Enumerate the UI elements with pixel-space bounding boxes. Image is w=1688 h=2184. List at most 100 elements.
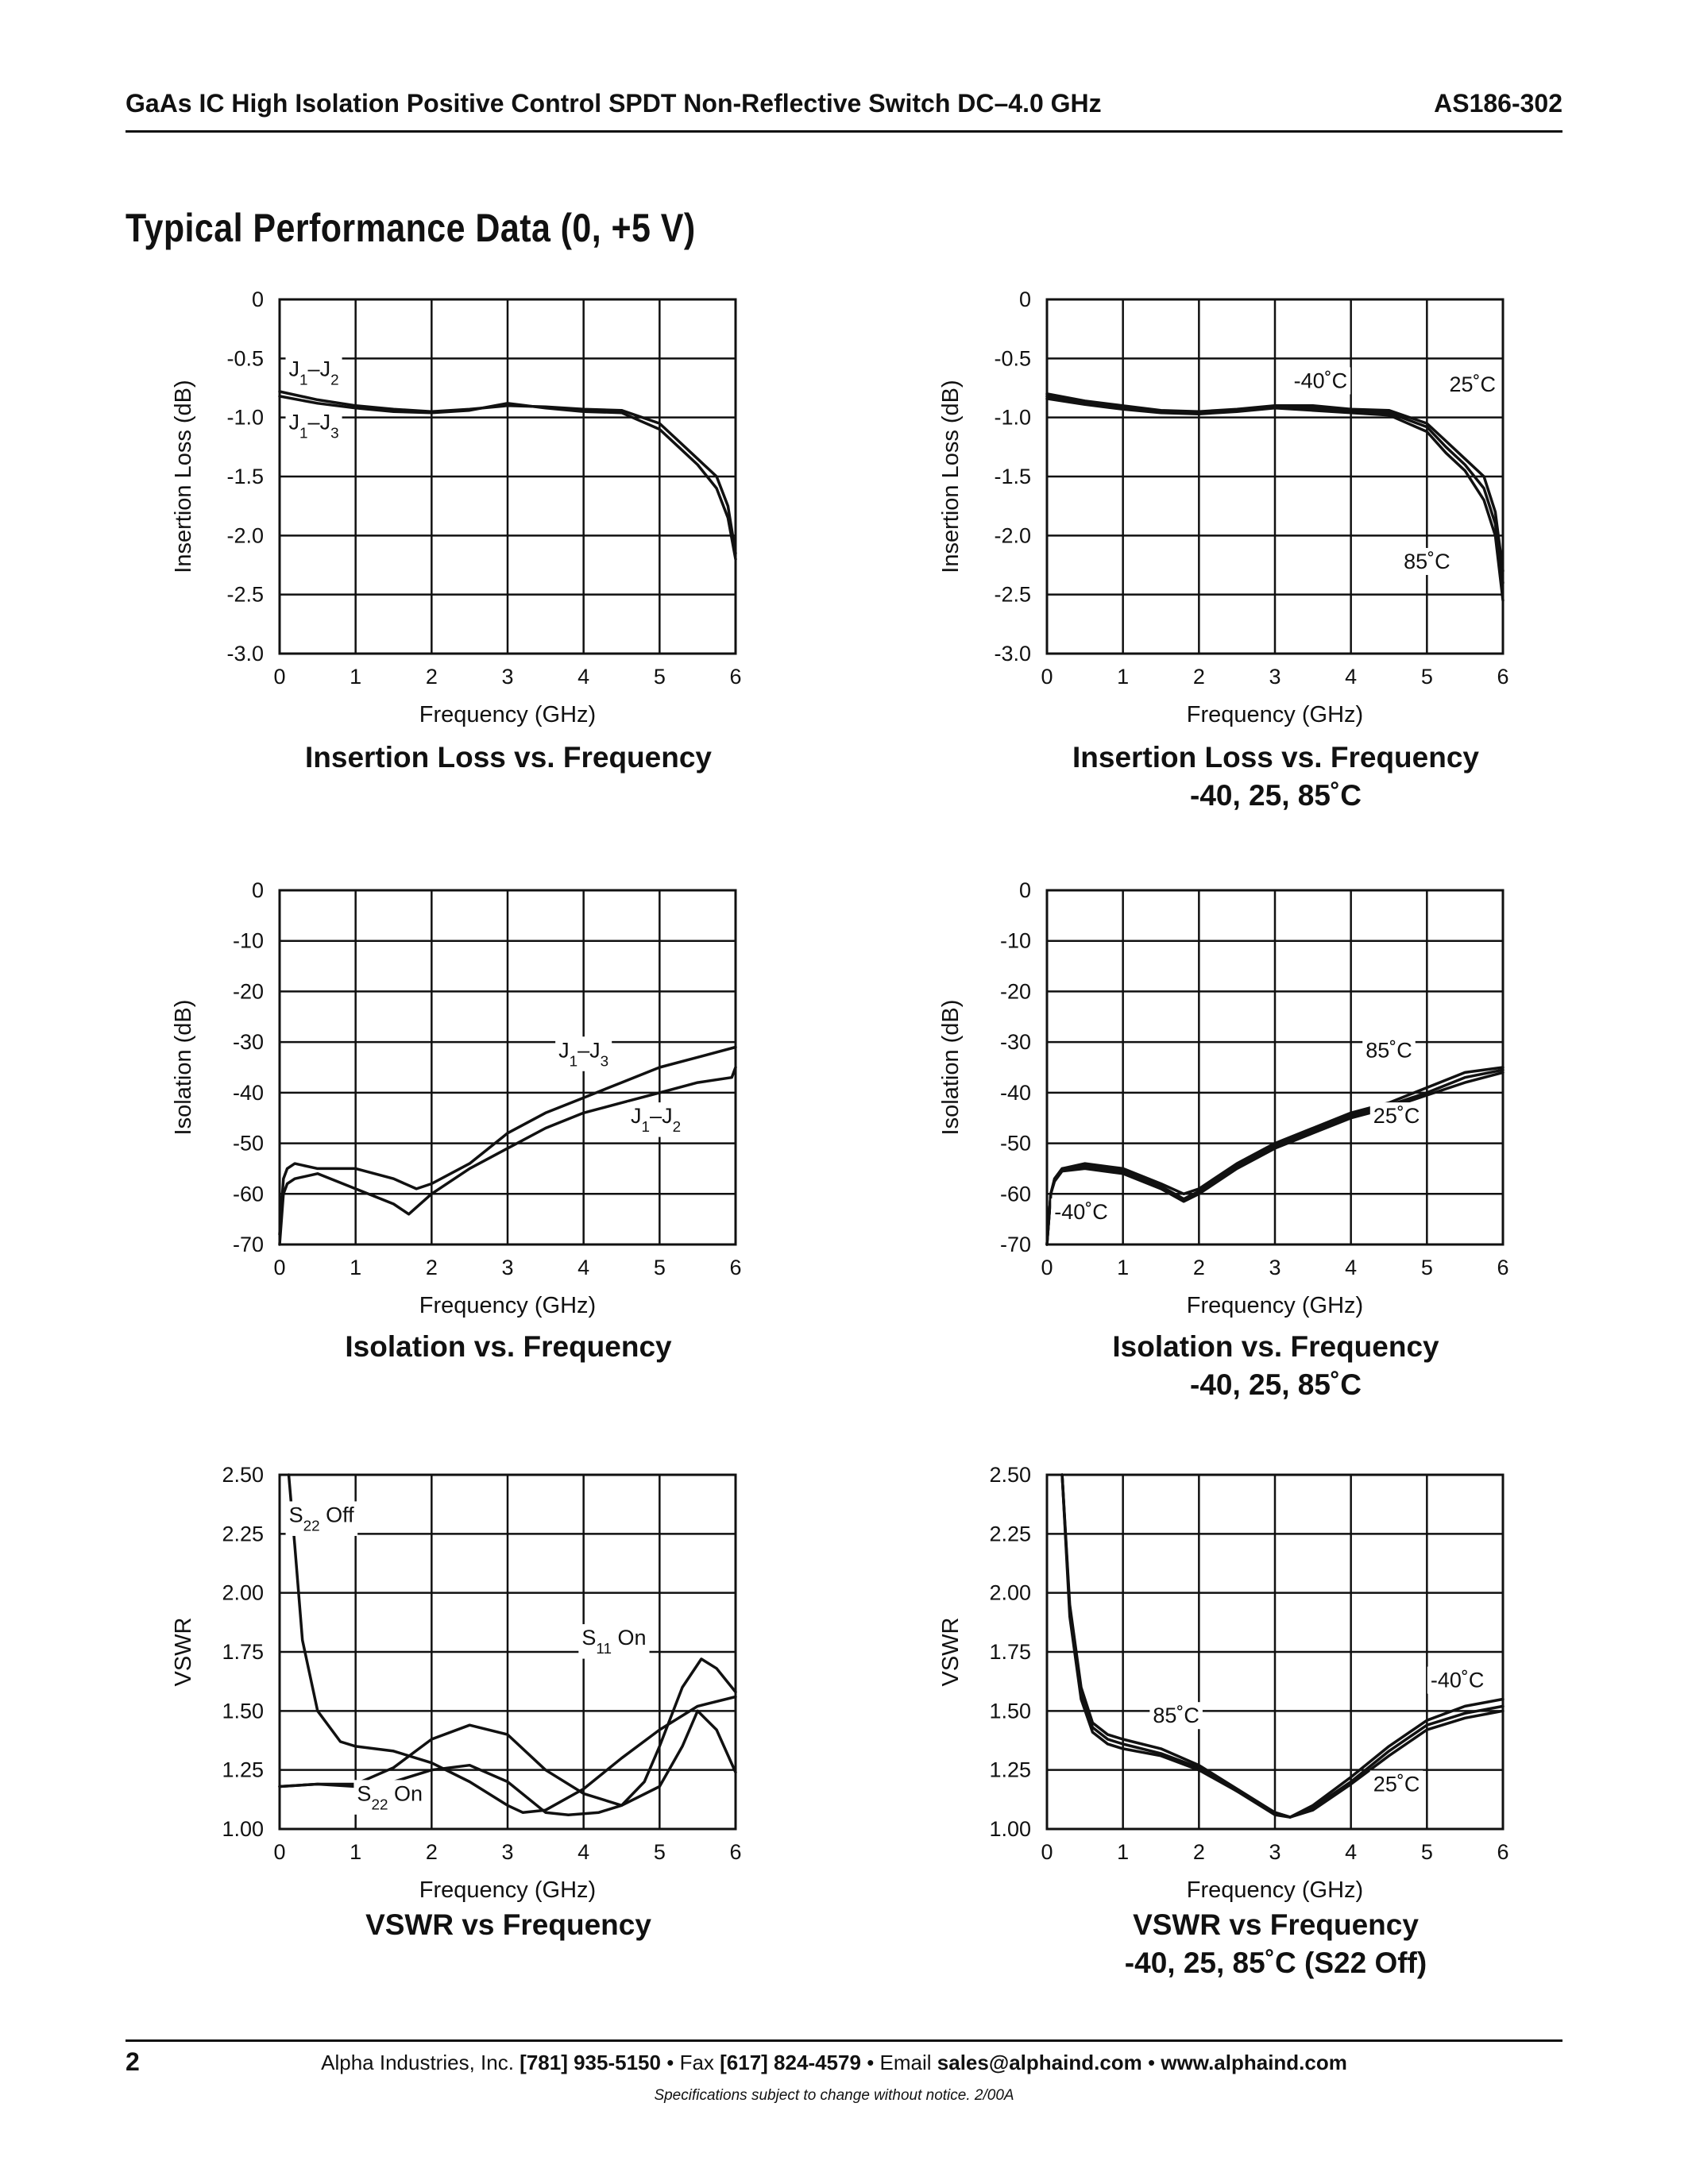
- annotation-label: S22 Off: [289, 1503, 355, 1534]
- y-tick-label: 1.50: [989, 1699, 1031, 1723]
- x-tick-label: 6: [1497, 1840, 1508, 1864]
- x-tick-label: 3: [1269, 1840, 1280, 1864]
- annotation-background: [1369, 1102, 1423, 1130]
- y-tick-label: -2.0: [226, 523, 264, 547]
- series-line: [278, 1045, 737, 1237]
- y-tick-label: 1.00: [222, 1817, 264, 1841]
- x-tick-label: 5: [654, 1256, 666, 1279]
- x-tick-label: 1: [1117, 1256, 1129, 1279]
- y-axis-label: VSWR: [171, 1618, 196, 1687]
- x-tick-label: 5: [1421, 1256, 1433, 1279]
- y-tick-label: -30: [233, 1030, 264, 1054]
- x-axis-label: Frequency (GHz): [419, 1293, 596, 1318]
- x-tick-label: 4: [1345, 665, 1357, 689]
- x-tick-label: 6: [729, 665, 741, 689]
- y-axis-label: Insertion Loss (dB): [938, 380, 964, 573]
- series-line: [1045, 1068, 1505, 1246]
- y-tick-label: -2.5: [226, 583, 264, 607]
- caption-line: Insertion Loss vs. Frequency: [1072, 741, 1479, 774]
- y-tick-label: -0.5: [226, 346, 264, 370]
- x-tick-label: 0: [273, 1256, 285, 1279]
- annotation-label: -40˚C: [1431, 1669, 1485, 1692]
- annotation-label: -40˚C: [1054, 1200, 1108, 1224]
- annotation-label: J1–J2: [631, 1104, 681, 1136]
- y-tick-label: 1.00: [989, 1817, 1031, 1841]
- caption-line: Insertion Loss vs. Frequency: [305, 741, 712, 774]
- y-axis-label: Isolation (dB): [171, 1000, 196, 1136]
- x-tick-label: 6: [729, 1256, 741, 1279]
- annotation-label: J1–J3: [289, 411, 339, 442]
- y-tick-label: -40: [1000, 1081, 1031, 1105]
- caption-line: -40, 25, 85˚C: [1190, 779, 1362, 812]
- x-tick-label: 3: [1269, 1256, 1280, 1279]
- y-tick-label: 2.50: [989, 1463, 1031, 1487]
- annotation-label: 25˚C: [1449, 372, 1496, 396]
- series-line: [1060, 1473, 1505, 1819]
- x-axis-label: Frequency (GHz): [1187, 702, 1363, 727]
- x-tick-label: 4: [1345, 1840, 1357, 1864]
- series-line: [1060, 1473, 1505, 1819]
- x-tick-label: 1: [1117, 665, 1129, 689]
- y-tick-label: -40: [233, 1081, 264, 1105]
- footer-note: Specifications subject to change without…: [654, 2087, 1014, 2104]
- caption-line: Isolation vs. Frequency: [1112, 1330, 1439, 1363]
- series-line: [278, 390, 737, 555]
- annotation-label: 25˚C: [1373, 1772, 1420, 1796]
- x-tick-label: 3: [1269, 665, 1280, 689]
- website-link[interactable]: www.alphaind.com: [1161, 2051, 1347, 2074]
- email-link[interactable]: sales@alphaind.com: [937, 2051, 1142, 2074]
- x-tick-label: 3: [501, 1840, 513, 1864]
- x-tick-label: 0: [1041, 665, 1053, 689]
- annotation-label: J1–J2: [289, 357, 339, 389]
- plot-frame: [278, 1473, 737, 1831]
- y-tick-label: -60: [1000, 1182, 1031, 1206]
- x-tick-label: 4: [577, 665, 589, 689]
- annotation-label: 85˚C: [1153, 1704, 1199, 1727]
- annotation-background: [285, 1501, 358, 1536]
- y-tick-label: 0: [1019, 878, 1031, 902]
- y-tick-label: -70: [233, 1233, 264, 1256]
- y-tick-label: 2.50: [222, 1463, 264, 1487]
- y-tick-label: -10: [233, 929, 264, 953]
- annotation-background: [1362, 1036, 1416, 1064]
- caption-line: VSWR vs Frequency: [1133, 1908, 1419, 1941]
- bullet: •: [1148, 2051, 1156, 2074]
- annotation-background: [1290, 367, 1351, 395]
- annotation-label: S22 On: [357, 1781, 423, 1813]
- footer-rule: [126, 2039, 1562, 2042]
- part-number: AS186-302: [1434, 89, 1562, 118]
- plot-frame: [1045, 298, 1505, 655]
- email-label: Email: [879, 2051, 932, 2074]
- series-line: [1045, 397, 1505, 602]
- y-tick-label: 1.75: [989, 1640, 1031, 1664]
- x-tick-label: 0: [1041, 1840, 1053, 1864]
- y-tick-label: -20: [233, 979, 264, 1003]
- y-tick-label: -20: [1000, 979, 1031, 1003]
- x-tick-label: 1: [350, 1256, 361, 1279]
- y-axis-label: Isolation (dB): [938, 1000, 964, 1136]
- x-tick-label: 2: [426, 1256, 438, 1279]
- y-tick-label: -2.5: [994, 583, 1031, 607]
- y-axis-label: VSWR: [938, 1618, 964, 1687]
- page-header: GaAs IC High Isolation Positive Control …: [126, 89, 1562, 133]
- y-tick-label: 2.25: [989, 1522, 1031, 1545]
- caption-insertion-loss: Insertion Loss vs. Frequency: [230, 739, 786, 777]
- y-tick-label: -30: [1000, 1030, 1031, 1054]
- y-tick-label: -3.0: [226, 642, 264, 666]
- y-tick-label: -60: [233, 1182, 264, 1206]
- y-tick-label: 0: [1019, 287, 1031, 311]
- y-tick-label: -1.0: [994, 406, 1031, 430]
- annotation-background: [1051, 1198, 1111, 1226]
- caption-vswr: VSWR vs Frequency: [230, 1906, 786, 1944]
- bullet: •: [867, 2051, 875, 2074]
- y-tick-label: -3.0: [994, 642, 1031, 666]
- annotation-label: J1–J3: [558, 1038, 608, 1070]
- annotation-label: 25˚C: [1373, 1104, 1420, 1128]
- caption-line: VSWR vs Frequency: [365, 1908, 651, 1941]
- x-tick-label: 5: [654, 1840, 666, 1864]
- x-tick-label: 2: [426, 1840, 438, 1864]
- y-tick-label: 1.25: [222, 1758, 264, 1782]
- y-tick-label: -50: [1000, 1132, 1031, 1156]
